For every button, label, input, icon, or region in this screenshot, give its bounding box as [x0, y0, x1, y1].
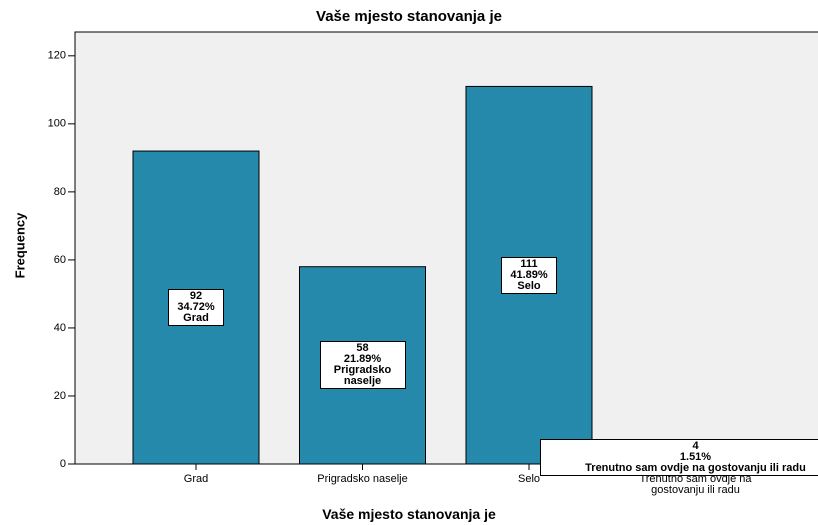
- y-tick-label: 100: [48, 118, 66, 130]
- x-tick-label: Prigradsko naselje: [317, 473, 408, 485]
- value-percent: 41.89%: [510, 268, 548, 281]
- y-tick-label: 60: [54, 254, 66, 266]
- value-count: 58: [356, 342, 369, 355]
- value-label: 58 21.89% Prigradsko naselje: [319, 341, 406, 390]
- value-percent: 34.72%: [177, 301, 215, 314]
- y-tick-label: 80: [54, 186, 66, 198]
- value-category: Grad: [183, 312, 209, 325]
- value-category: Prigradsko naselje: [333, 364, 392, 388]
- value-count: 111: [520, 257, 538, 270]
- chart-title: Vaše mjesto stanovanja je: [316, 8, 502, 25]
- y-tick-label: 40: [54, 322, 66, 334]
- x-tick-label: Grad: [183, 473, 209, 485]
- x-tick-label: Trenutno sam ovdje na gostovanju ili rad…: [639, 473, 752, 496]
- x-axis-label: Vaše mjesto stanovanja je: [322, 506, 496, 522]
- y-tick-label: 0: [60, 458, 66, 470]
- value-percent: 21.89%: [343, 353, 382, 366]
- y-axis-label: Frequency: [12, 212, 28, 279]
- value-percent: 1.51%: [679, 450, 712, 463]
- x-tick-label: Selo: [517, 473, 541, 485]
- value-category: Trenutno sam ovdje na gostovanju ili rad…: [585, 462, 806, 474]
- value-label: 92 34.72% Grad: [168, 289, 224, 327]
- y-tick-label: 120: [48, 50, 66, 62]
- value-label: 111 41.89% Selo: [501, 256, 557, 294]
- value-count: 92: [189, 290, 203, 303]
- y-tick-label: 20: [54, 390, 66, 402]
- value-label: 4 1.51% Trenutno sam ovdje na gostovanju i…: [539, 438, 818, 476]
- value-count: 4: [692, 439, 699, 452]
- value-category: Selo: [517, 279, 541, 292]
